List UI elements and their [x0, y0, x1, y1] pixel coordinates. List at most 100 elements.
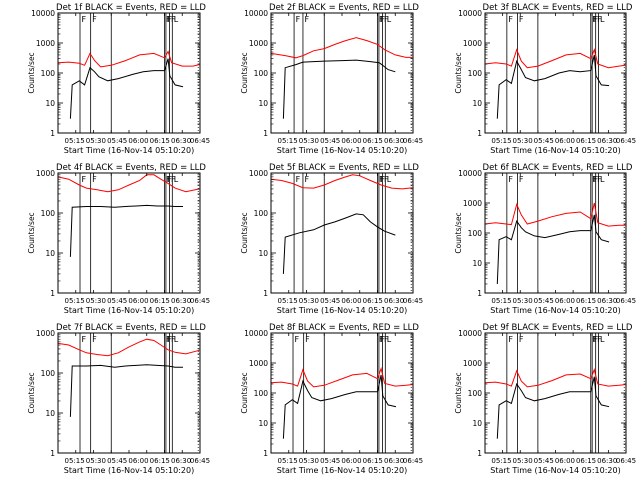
plot-frame: [57, 12, 201, 134]
x-tick-label: 06:15: [576, 297, 596, 305]
event-marker-label: F: [594, 175, 599, 184]
x-tick-label: 05:30: [86, 137, 106, 145]
y-tick-label: 1000: [249, 39, 268, 48]
y-tick-label: 1000: [36, 169, 55, 178]
event-marker-label: F: [592, 175, 597, 184]
y-tick-label: 100: [468, 229, 483, 238]
y-tick-label: 10000: [458, 329, 482, 338]
event-marker-label: F: [384, 175, 389, 184]
event-marker-label: F: [592, 335, 597, 344]
panel-det-3: FFFFFL05:1505:3005:4506:0006:1506:3006:4…: [454, 3, 636, 155]
y-tick-label: 10: [45, 249, 55, 258]
x-tick-label: 05:45: [320, 297, 340, 305]
panel-title: Det 3f BLACK = Events, RED = LLD: [483, 3, 633, 13]
event-marker-label: F: [171, 175, 176, 184]
y-tick-label: 1000: [463, 39, 482, 48]
x-tick-label: 06:15: [363, 137, 383, 145]
y-axis-label: Counts/sec: [240, 372, 249, 413]
event-marker-label: L: [387, 15, 392, 24]
x-tick-label: 06:15: [150, 457, 170, 465]
series-events-line: [496, 54, 610, 119]
y-axis-label: Counts/sec: [27, 212, 36, 253]
x-tick-label: 05:30: [513, 137, 533, 145]
event-marker-label: F: [384, 15, 389, 24]
x-axis-label: Start Time (16-Nov-14 05:10:20): [64, 306, 194, 315]
x-tick-label: 05:45: [320, 137, 340, 145]
y-tick-label: 10: [472, 99, 482, 108]
series-lld-line: [57, 174, 200, 193]
x-tick-label: 05:45: [534, 297, 554, 305]
event-marker-label: F: [305, 335, 310, 344]
y-tick-label: 10: [45, 409, 55, 418]
y-axis-label: Counts/sec: [454, 372, 463, 413]
y-axis-label: Counts/sec: [240, 212, 249, 253]
x-axis-label: Start Time (16-Nov-14 05:10:20): [490, 306, 620, 315]
x-tick-label: 06:45: [616, 457, 636, 465]
y-tick-label: 1000: [36, 39, 55, 48]
event-marker-label: F: [384, 335, 389, 344]
panel-title: Det 8f BLACK = Events, RED = LLD: [269, 323, 419, 333]
event-marker-label: F: [167, 15, 172, 24]
x-tick-label: 06:30: [384, 137, 404, 145]
plot-frame: [484, 172, 627, 294]
event-marker-label: F: [167, 335, 172, 344]
y-tick-label: 1: [477, 289, 482, 298]
event-marker-label: F: [166, 15, 171, 24]
x-tick-label: 06:30: [171, 297, 191, 305]
event-marker-label: F: [304, 175, 309, 184]
event-marker-label: F: [380, 175, 385, 184]
x-tick-label: 06:00: [555, 297, 575, 305]
x-tick-label: 06:00: [128, 297, 148, 305]
event-marker-label: F: [592, 15, 597, 24]
x-tick-label: 05:30: [299, 457, 319, 465]
series-lld-line: [484, 202, 626, 227]
x-tick-label: 06:30: [171, 457, 191, 465]
x-tick-label: 06:45: [190, 297, 210, 305]
x-tick-label: 05:15: [277, 137, 297, 145]
y-tick-label: 1: [50, 289, 55, 298]
event-marker-label: F: [379, 15, 384, 24]
x-tick-label: 06:45: [403, 457, 423, 465]
x-tick-label: 06:45: [403, 137, 423, 145]
y-tick-label: 1000: [463, 359, 482, 368]
event-marker-label: F: [295, 335, 300, 344]
y-tick-label: 100: [254, 69, 269, 78]
panel-title: Det 2f BLACK = Events, RED = LLD: [269, 3, 419, 13]
event-marker-label: F: [380, 335, 385, 344]
x-tick-label: 05:30: [513, 457, 533, 465]
event-marker-label: L: [174, 15, 179, 24]
x-tick-label: 05:45: [107, 137, 127, 145]
x-tick-label: 06:00: [555, 137, 575, 145]
event-marker-label: L: [174, 335, 179, 344]
event-marker-label: F: [519, 15, 524, 24]
plot-frame: [57, 332, 201, 454]
plot-frame: [484, 332, 627, 454]
x-tick-label: 05:15: [64, 137, 84, 145]
event-marker-label: F: [508, 335, 513, 344]
y-axis-label: Counts/sec: [27, 52, 36, 93]
x-tick-label: 06:00: [555, 457, 575, 465]
x-tick-label: 05:15: [491, 297, 511, 305]
y-axis-label: Counts/sec: [240, 52, 249, 93]
x-tick-label: 06:45: [616, 297, 636, 305]
event-marker-label: F: [304, 15, 309, 24]
x-tick-label: 06:45: [190, 137, 210, 145]
x-axis-label: Start Time (16-Nov-14 05:10:20): [277, 466, 407, 475]
series-events-line: [69, 58, 184, 119]
y-tick-label: 100: [41, 209, 56, 218]
panel-title: Det 1f BLACK = Events, RED = LLD: [56, 3, 206, 13]
event-marker-label: L: [174, 175, 179, 184]
x-tick-label: 05:45: [534, 137, 554, 145]
plot-frame: [57, 172, 201, 294]
x-tick-label: 06:45: [403, 297, 423, 305]
series-lld-line: [270, 37, 413, 59]
x-tick-label: 05:45: [107, 457, 127, 465]
y-tick-label: 10: [258, 419, 268, 428]
plot-frame: [270, 12, 414, 134]
y-tick-label: 10000: [244, 329, 268, 338]
y-tick-label: 100: [41, 69, 56, 78]
y-tick-label: 10000: [31, 9, 55, 18]
series-events-line: [496, 376, 610, 439]
x-tick-label: 05:45: [107, 297, 127, 305]
y-tick-label: 1: [263, 129, 268, 138]
